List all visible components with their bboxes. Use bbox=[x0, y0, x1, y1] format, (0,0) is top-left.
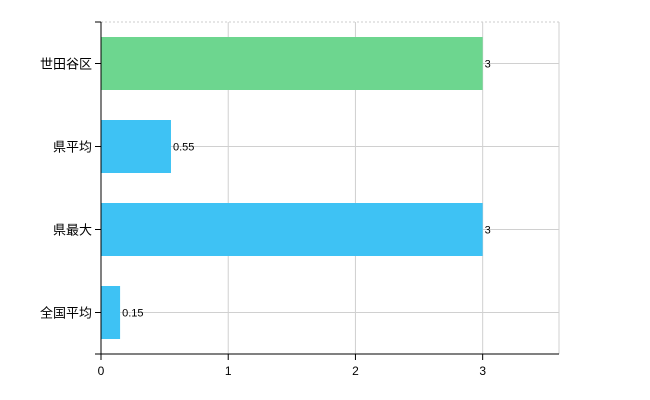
x-tick-label-0: 0 bbox=[98, 364, 105, 378]
category-label-0: 世田谷区 bbox=[40, 58, 92, 73]
bar-1 bbox=[101, 120, 171, 173]
axes bbox=[95, 21, 559, 360]
category-label-3: 全国平均 bbox=[40, 306, 92, 322]
x-tick-label-3: 3 bbox=[479, 364, 486, 378]
bar-0 bbox=[101, 37, 483, 90]
bars bbox=[101, 37, 483, 339]
data-label-0: 3 bbox=[485, 59, 491, 71]
x-tick-label-2: 2 bbox=[352, 364, 359, 378]
data-label-2: 3 bbox=[485, 225, 491, 237]
data-label-1: 0.55 bbox=[173, 142, 194, 154]
category-label-1: 県平均 bbox=[53, 141, 92, 156]
data-label-3: 0.15 bbox=[122, 308, 143, 320]
bar-2 bbox=[101, 203, 483, 256]
x-tick-label-1: 1 bbox=[225, 364, 232, 378]
bar-3 bbox=[101, 286, 121, 339]
category-label-2: 県最大 bbox=[53, 224, 92, 239]
